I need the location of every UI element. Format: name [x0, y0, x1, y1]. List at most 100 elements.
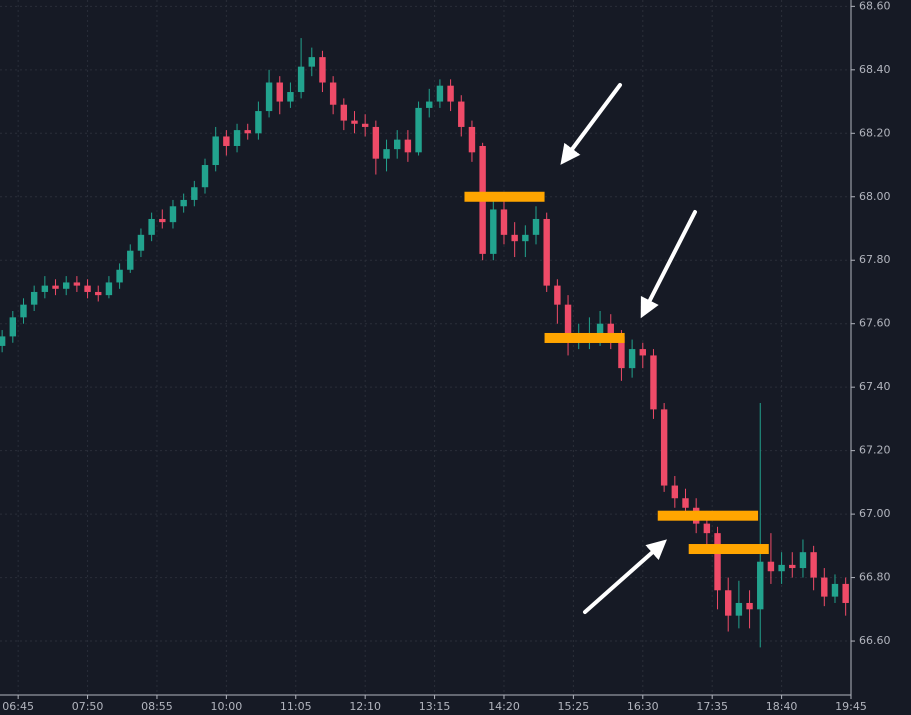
candle-body: [52, 285, 59, 289]
candle-body: [714, 533, 721, 591]
candle-body: [831, 583, 839, 597]
candle-body: [735, 602, 743, 616]
candle-body: [767, 561, 775, 572]
x-tick-label: 17:35: [696, 700, 728, 713]
candle-body: [821, 577, 828, 597]
candle-body: [372, 126, 380, 159]
candle-body: [137, 234, 145, 251]
x-tick-label: 15:25: [558, 700, 590, 713]
arrow: [560, 83, 622, 165]
y-tick-label: 67.80: [859, 253, 891, 266]
y-tick-label: 66.80: [859, 571, 891, 584]
arrow: [640, 210, 697, 319]
candle-body: [84, 285, 91, 292]
candle-body: [244, 130, 251, 134]
candle-body: [201, 165, 209, 188]
x-tick-label: 18:40: [766, 700, 798, 713]
candle-body: [212, 136, 219, 166]
candle-body: [9, 317, 17, 337]
candle-body: [682, 498, 689, 508]
candle-body: [543, 218, 550, 286]
y-tick-label: 68.40: [859, 63, 891, 76]
x-tick-label: 08:55: [141, 700, 173, 713]
y-tick-label: 67.60: [859, 317, 891, 330]
x-tick-label: 12:10: [349, 700, 381, 713]
candle-body: [0, 336, 6, 346]
axes: 66.60 66.80 67.00 67.20 67.40 67.60 67.80 68.00…: [2, 0, 890, 713]
candle-body: [404, 139, 412, 153]
candle-body: [436, 85, 444, 102]
level-band: [657, 510, 759, 521]
candle-body: [564, 304, 572, 340]
x-tick-label: 14:20: [488, 700, 520, 713]
x-tick-label: 13:15: [419, 700, 451, 713]
y-tick-label: 68.00: [859, 190, 891, 203]
candle-body: [383, 149, 390, 159]
y-tick-label: 67.20: [859, 444, 891, 457]
x-tick-label: 10:00: [211, 700, 243, 713]
candle-body: [361, 123, 369, 127]
candle-body: [191, 187, 198, 200]
candle-body: [639, 349, 646, 356]
candle-body: [329, 82, 337, 105]
x-tick-label: 06:45: [2, 700, 34, 713]
candle-body: [105, 282, 113, 296]
plot-area: [0, 38, 849, 648]
candle-body: [511, 234, 518, 242]
y-tick-label: 68.20: [859, 126, 891, 139]
candle-body: [789, 564, 796, 569]
x-tick-label: 11:05: [280, 700, 312, 713]
candle-body: [660, 409, 668, 486]
candle-body: [394, 139, 401, 150]
candle-body: [799, 552, 807, 569]
y-tick-label: 67.00: [859, 507, 891, 520]
candle-body: [287, 92, 294, 102]
candle-body: [30, 291, 38, 305]
candle-body: [607, 323, 614, 337]
candle-body: [468, 126, 476, 153]
candle-body: [522, 234, 529, 242]
candle-body: [778, 564, 785, 572]
y-tick-label: 68.60: [859, 0, 891, 12]
x-tick-label: 16:30: [627, 700, 659, 713]
candle-body: [447, 85, 454, 102]
candle-body: [458, 101, 465, 127]
candle-body: [255, 111, 262, 134]
candle-body: [671, 485, 679, 499]
candle-body: [757, 561, 764, 610]
candle-body: [116, 269, 123, 283]
candle-body: [297, 66, 305, 93]
candle-body: [319, 57, 326, 83]
x-tick-label: 19:45: [835, 700, 867, 713]
candle-body: [628, 349, 636, 369]
arrow: [583, 539, 667, 614]
candle-body: [308, 57, 315, 67]
arrows: [560, 83, 697, 614]
y-tick-label: 66.60: [859, 634, 891, 647]
candle-body: [265, 82, 273, 112]
candle-body: [746, 602, 753, 610]
candle-body: [703, 523, 711, 534]
candle-body: [148, 218, 155, 235]
x-tick-label: 07:50: [72, 700, 104, 713]
level-band: [544, 332, 625, 343]
level-band: [688, 544, 769, 555]
candle-body: [340, 104, 348, 121]
candle-body: [618, 336, 625, 369]
candle-body: [725, 590, 732, 616]
candle-body: [62, 282, 70, 289]
candle-body: [415, 107, 422, 153]
candle-body: [233, 130, 241, 146]
y-tick-label: 67.40: [859, 380, 891, 393]
candle-body: [554, 285, 561, 305]
candle-body: [223, 136, 230, 146]
candle-body: [351, 120, 358, 124]
candle-body: [276, 82, 283, 102]
candle-body: [490, 209, 497, 254]
candle-body: [95, 291, 102, 296]
candle-body: [810, 552, 817, 578]
candle-body: [159, 218, 166, 223]
candle-body: [41, 285, 49, 292]
